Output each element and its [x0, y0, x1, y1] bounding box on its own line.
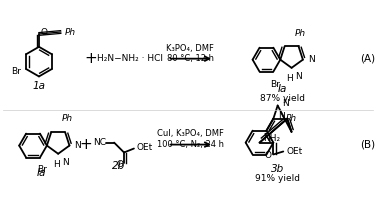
- Text: (B): (B): [360, 140, 375, 150]
- Text: (A): (A): [360, 54, 375, 64]
- Text: OEt: OEt: [137, 143, 153, 152]
- Text: 91% yield: 91% yield: [255, 174, 300, 183]
- Text: CuI, K₃PO₄, DMF: CuI, K₃PO₄, DMF: [157, 129, 224, 138]
- Text: H₂N−NH₂ · HCl: H₂N−NH₂ · HCl: [97, 54, 163, 63]
- Text: N: N: [283, 99, 289, 108]
- Text: NC: NC: [93, 138, 106, 147]
- Text: Ia: Ia: [36, 168, 46, 178]
- Text: K₃PO₄, DMF: K₃PO₄, DMF: [166, 44, 214, 53]
- Text: Br: Br: [270, 80, 280, 89]
- Text: N: N: [296, 72, 302, 81]
- Text: 87% yield: 87% yield: [260, 94, 305, 103]
- Text: 2b: 2b: [112, 161, 125, 171]
- Text: Ph: Ph: [295, 29, 306, 37]
- Text: Ph: Ph: [286, 114, 297, 123]
- Text: +: +: [84, 51, 97, 66]
- Text: Ph: Ph: [62, 114, 73, 124]
- Text: O: O: [40, 29, 47, 37]
- Text: O: O: [265, 151, 272, 160]
- Text: N: N: [278, 112, 285, 121]
- Text: N: N: [62, 158, 69, 167]
- Text: NH₂: NH₂: [263, 134, 280, 143]
- Text: Ph: Ph: [65, 27, 76, 37]
- Text: +: +: [79, 137, 92, 152]
- Text: H: H: [286, 74, 293, 83]
- Text: Br: Br: [11, 68, 21, 76]
- Text: N: N: [74, 141, 81, 150]
- Text: OEt: OEt: [286, 147, 302, 156]
- Text: 3b: 3b: [271, 164, 284, 174]
- Text: 100 °C, N₂, 24 h: 100 °C, N₂, 24 h: [157, 140, 224, 149]
- Text: 80 °C, 12 h: 80 °C, 12 h: [167, 54, 214, 63]
- Text: O: O: [116, 160, 124, 169]
- Text: N: N: [308, 55, 314, 64]
- Text: 1a: 1a: [33, 81, 45, 91]
- Text: Ia: Ia: [277, 84, 287, 94]
- Text: Br: Br: [37, 165, 47, 174]
- Text: H: H: [53, 160, 60, 169]
